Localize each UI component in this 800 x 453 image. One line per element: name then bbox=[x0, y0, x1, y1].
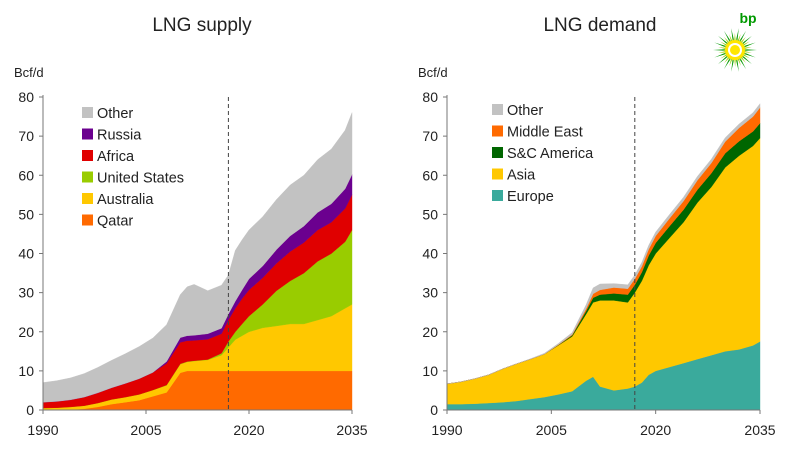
legend-swatch bbox=[82, 214, 93, 226]
legend-swatch bbox=[82, 193, 93, 204]
x-tick-label: 2035 bbox=[744, 422, 775, 438]
legend: Other Middle East S&C America Asia Europe bbox=[492, 103, 594, 205]
area-other bbox=[42, 112, 353, 403]
y-axis-label: Bcf/d bbox=[418, 65, 448, 80]
y-tick-label: 60 bbox=[422, 167, 438, 183]
legend-label: Other bbox=[507, 103, 543, 119]
y-axis-label: Bcf/d bbox=[14, 65, 44, 80]
y-tick-label: 30 bbox=[18, 285, 34, 301]
lng-supply-chart: LNG supply Bcf/d 0 10 20 30 40 50 60 70 80 1990 2005… bbox=[14, 15, 368, 438]
lng-demand-chart: LNG demand Bcf/d 0 10 20 30 40 50 60 70 80 1990 2005… bbox=[418, 15, 776, 438]
x-tick-label: 2020 bbox=[233, 422, 264, 438]
y-tick-label: 0 bbox=[430, 402, 438, 418]
x-tick-label: 2020 bbox=[640, 422, 671, 438]
legend-swatch bbox=[492, 168, 503, 180]
legend-swatch bbox=[492, 125, 503, 137]
y-tick-label: 70 bbox=[18, 128, 34, 144]
y-tick-label: 20 bbox=[422, 324, 438, 340]
legend-label: Other bbox=[97, 106, 133, 122]
legend-swatch bbox=[82, 107, 93, 118]
legend-label: Middle East bbox=[507, 125, 583, 141]
y-tick-label: 80 bbox=[422, 89, 438, 105]
x-tick-label: 2005 bbox=[130, 422, 161, 438]
y-tick-label: 10 bbox=[422, 363, 438, 379]
chart-title: LNG supply bbox=[152, 15, 252, 36]
y-tick-label: 50 bbox=[422, 206, 438, 222]
bp-helios-logo-icon: bp bbox=[708, 8, 764, 74]
x-tick-label: 2035 bbox=[336, 422, 367, 438]
legend-swatch bbox=[82, 150, 93, 161]
y-tick-label: 0 bbox=[26, 402, 34, 418]
legend-label: Russia bbox=[97, 128, 142, 144]
y-tick-label: 40 bbox=[18, 246, 34, 262]
x-tick-label: 1990 bbox=[27, 422, 58, 438]
legend-label: S&C America bbox=[507, 146, 594, 162]
y-tick-label: 70 bbox=[422, 128, 438, 144]
legend-label: Europe bbox=[507, 189, 554, 205]
legend-label: Africa bbox=[97, 149, 135, 165]
legend: Other Russia Africa United States Australia Q… bbox=[82, 106, 184, 230]
legend-label: United States bbox=[97, 171, 184, 187]
y-tick-label: 30 bbox=[422, 285, 438, 301]
legend-swatch bbox=[82, 128, 93, 140]
legend-swatch bbox=[82, 171, 93, 183]
legend-label: Qatar bbox=[97, 214, 133, 230]
legend-swatch bbox=[492, 147, 503, 158]
y-tick-label: 20 bbox=[18, 324, 34, 340]
x-tick-label: 1990 bbox=[431, 422, 462, 438]
y-tick-label: 50 bbox=[18, 206, 34, 222]
y-tick-label: 60 bbox=[18, 167, 34, 183]
legend-swatch bbox=[492, 104, 503, 115]
x-tick-label: 2005 bbox=[536, 422, 567, 438]
legend-swatch bbox=[492, 190, 503, 201]
bp-wordmark: bp bbox=[739, 10, 756, 26]
legend-label: Australia bbox=[97, 192, 154, 208]
chart-title: LNG demand bbox=[543, 15, 656, 36]
y-tick-label: 40 bbox=[422, 246, 438, 262]
area-other bbox=[446, 103, 761, 384]
legend-label: Asia bbox=[507, 168, 536, 184]
y-tick-label: 80 bbox=[18, 89, 34, 105]
y-tick-label: 10 bbox=[18, 363, 34, 379]
